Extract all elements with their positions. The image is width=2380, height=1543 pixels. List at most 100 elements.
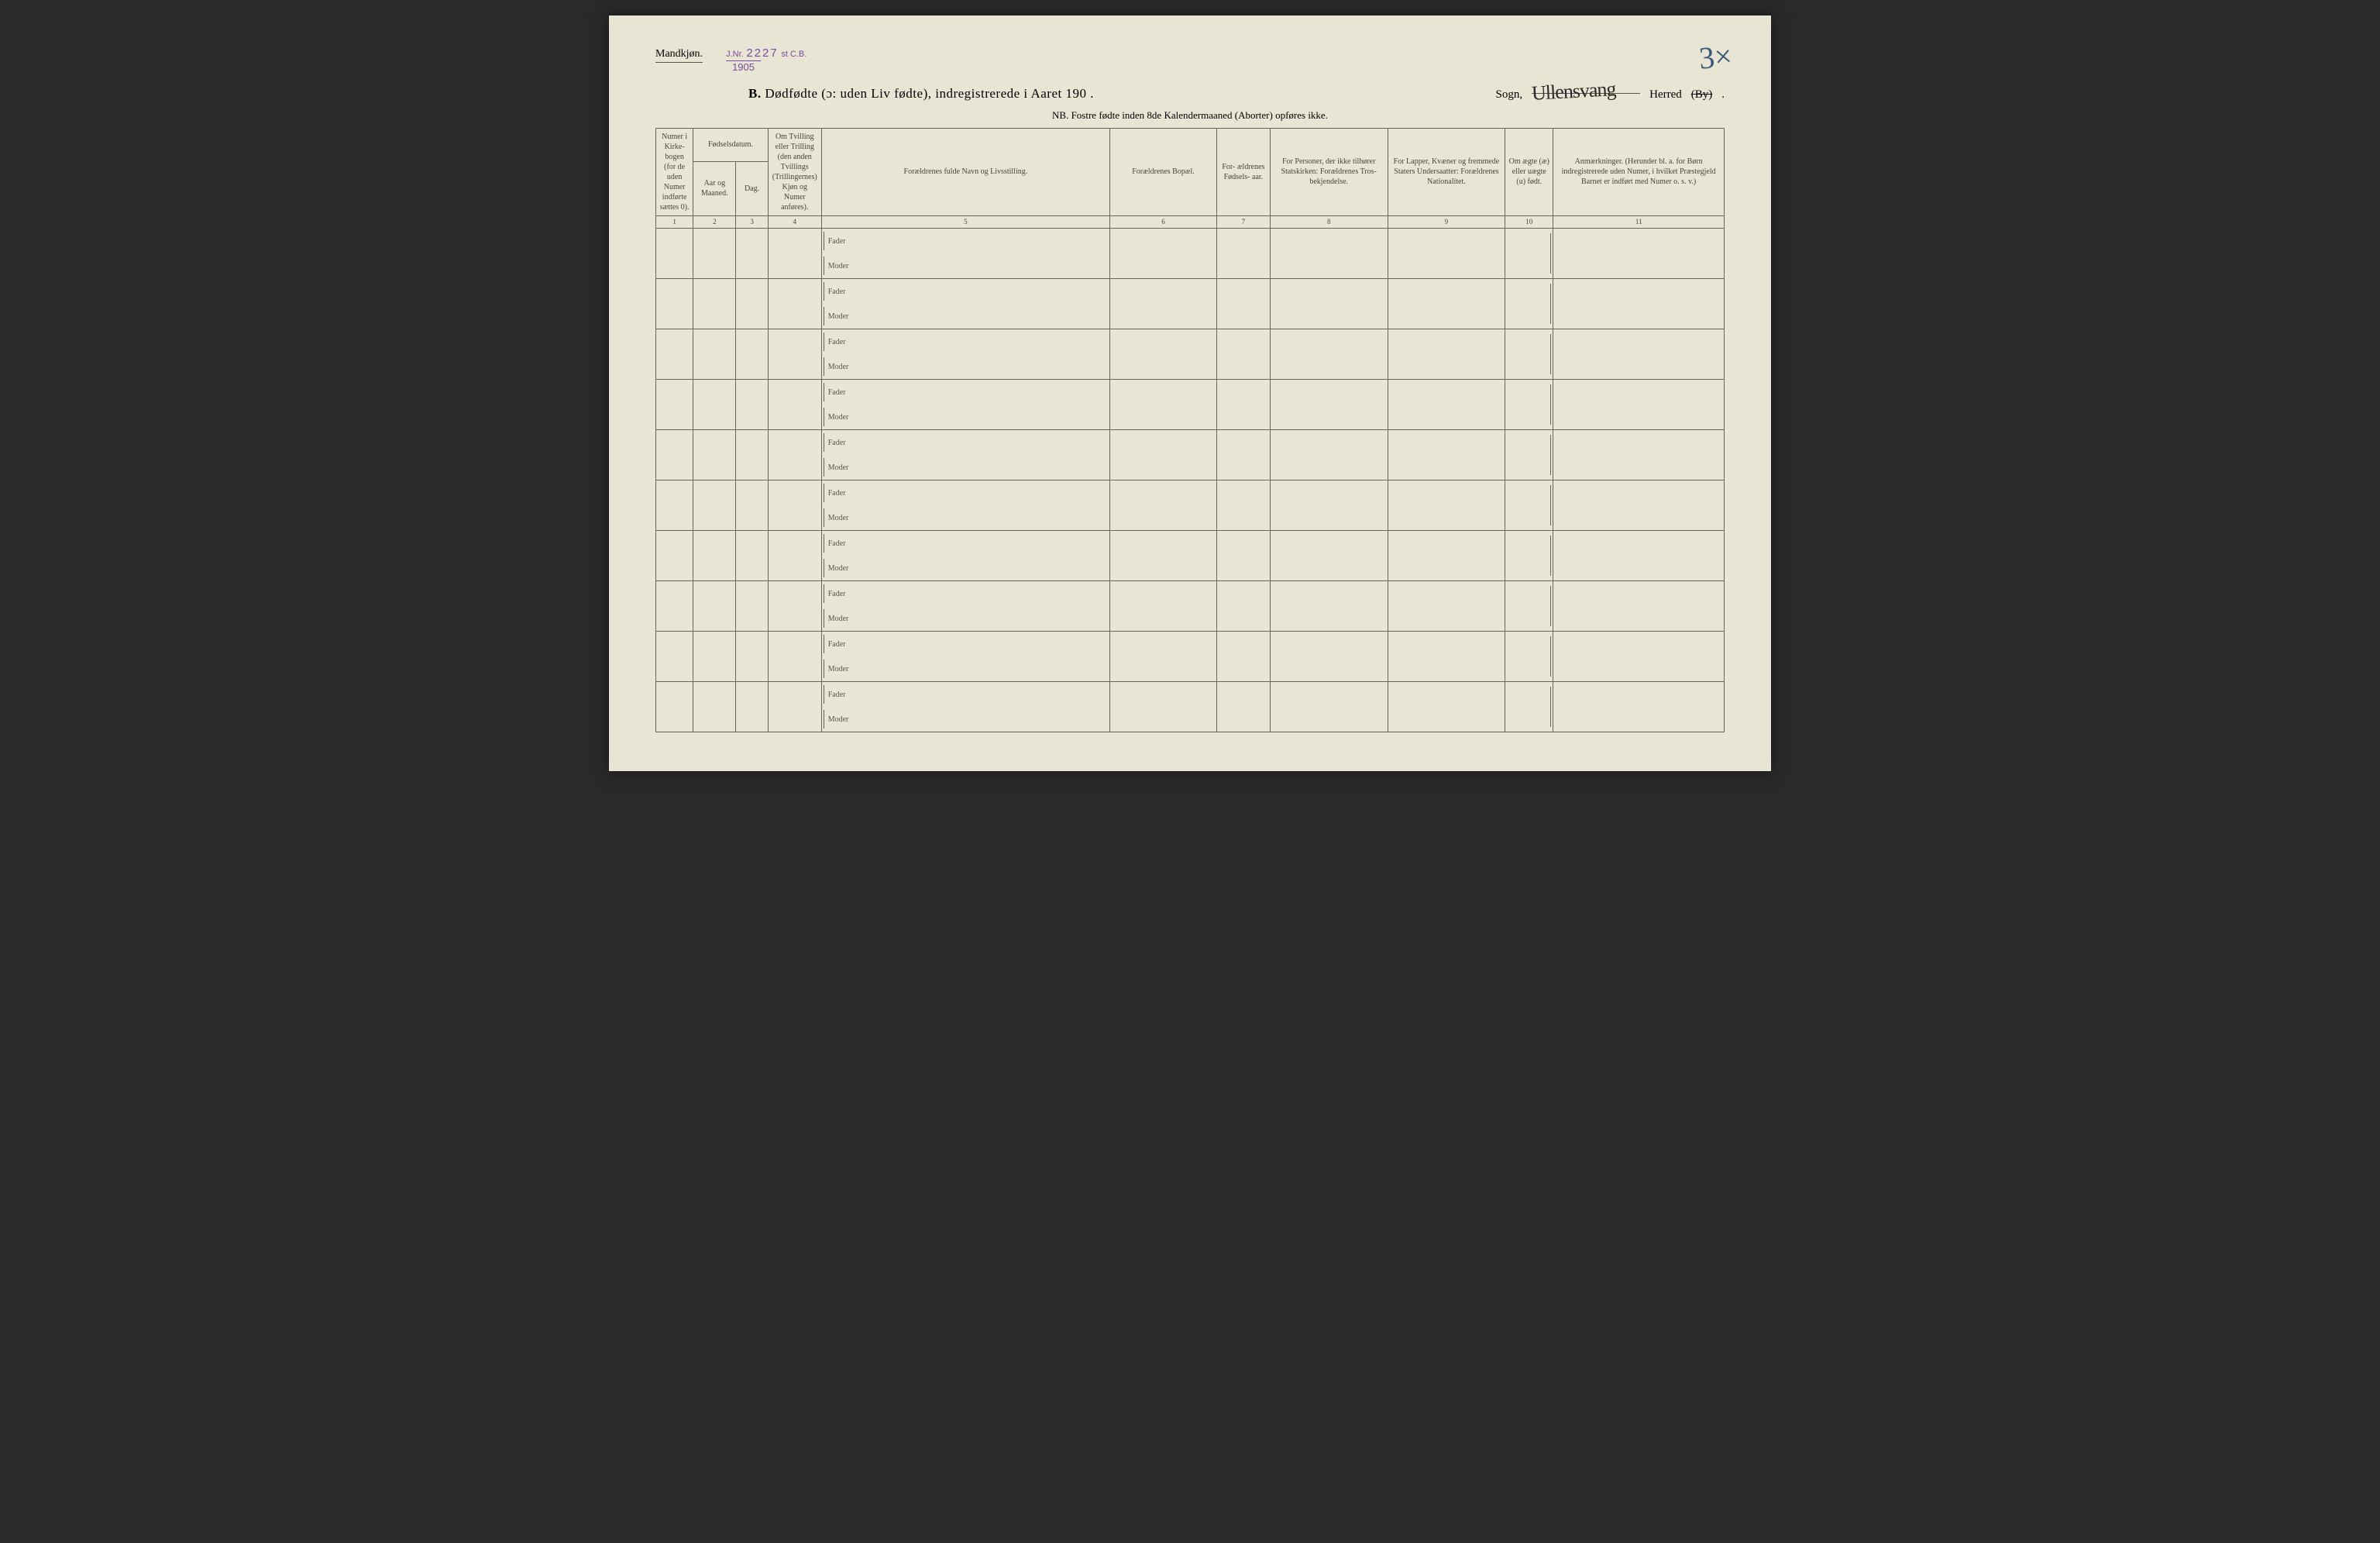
th-3: Dag.	[736, 162, 768, 215]
empty-cell	[656, 229, 693, 279]
parents-cell: FaderModer	[821, 632, 1109, 682]
empty-cell	[768, 480, 821, 531]
moder-label: Moder	[822, 707, 1109, 732]
remarks-cell	[1553, 329, 1725, 380]
fader-label: Fader	[822, 380, 1109, 405]
remarks-cell	[1553, 531, 1725, 581]
empty-cell	[1270, 229, 1388, 279]
cn-1: 1	[656, 215, 693, 229]
remarks-cell	[1553, 279, 1725, 329]
empty-cell	[1270, 329, 1388, 380]
th-6: Forældrenes Bopæl.	[1110, 128, 1217, 215]
empty-cell	[1110, 279, 1217, 329]
empty-cell	[693, 581, 736, 632]
empty-cell	[1270, 480, 1388, 531]
fader-label: Fader	[822, 329, 1109, 354]
cn-8: 8	[1270, 215, 1388, 229]
empty-cell	[1216, 480, 1270, 531]
moder-label: Moder	[822, 405, 1109, 429]
parents-cell: FaderModer	[821, 329, 1109, 380]
empty-cell	[1216, 632, 1270, 682]
cn-11: 11	[1553, 215, 1725, 229]
remarks-cell	[1553, 632, 1725, 682]
empty-cell	[736, 581, 768, 632]
fader-label: Fader	[822, 632, 1109, 656]
cn-5: 5	[821, 215, 1109, 229]
cn-2: 2	[693, 215, 736, 229]
register-table: Numer i Kirke- bogen (for de uden Numer …	[655, 128, 1725, 733]
top-line: Mandkjøn. J.Nr. 2227 st C.B. 1905	[655, 46, 1725, 74]
parents-cell: FaderModer	[821, 581, 1109, 632]
document-page: 3× Mandkjøn. J.Nr. 2227 st C.B. 1905 B. …	[609, 15, 1771, 771]
legitimacy-cell	[1505, 430, 1553, 480]
sogn-herred: Sogn, Ullensvang Herred (By).	[1496, 80, 1725, 102]
empty-cell	[693, 430, 736, 480]
table-head: Numer i Kirke- bogen (for de uden Numer …	[656, 128, 1725, 229]
header-row: B. Dødfødte (ɔ: uden Liv fødte), indregi…	[748, 80, 1725, 102]
fader-label: Fader	[822, 430, 1109, 455]
empty-cell	[693, 229, 736, 279]
empty-cell	[1216, 279, 1270, 329]
empty-cell	[656, 329, 693, 380]
empty-cell	[1110, 531, 1217, 581]
parents-cell: FaderModer	[821, 229, 1109, 279]
empty-cell	[693, 682, 736, 732]
empty-cell	[1270, 279, 1388, 329]
cn-9: 9	[1388, 215, 1505, 229]
empty-cell	[736, 229, 768, 279]
fader-label: Fader	[822, 229, 1109, 253]
table-row: FaderModer	[656, 430, 1725, 480]
table-row: FaderModer	[656, 380, 1725, 430]
empty-cell	[1216, 531, 1270, 581]
stamp-nr: J.Nr.	[726, 50, 744, 59]
fader-label: Fader	[822, 581, 1109, 606]
empty-cell	[693, 531, 736, 581]
corner-annotation: 3×	[1697, 37, 1733, 77]
empty-cell	[656, 480, 693, 531]
herred-label: Herred	[1649, 88, 1682, 102]
table-row: FaderModer	[656, 632, 1725, 682]
empty-cell	[1388, 279, 1505, 329]
empty-cell	[1388, 329, 1505, 380]
empty-cell	[736, 531, 768, 581]
empty-cell	[768, 430, 821, 480]
empty-cell	[693, 632, 736, 682]
cn-6: 6	[1110, 215, 1217, 229]
empty-cell	[1270, 531, 1388, 581]
empty-cell	[656, 632, 693, 682]
legitimacy-cell	[1505, 581, 1553, 632]
empty-cell	[1216, 229, 1270, 279]
remarks-cell	[1553, 229, 1725, 279]
empty-cell	[768, 279, 821, 329]
empty-cell	[1388, 531, 1505, 581]
parents-cell: FaderModer	[821, 480, 1109, 531]
th-10: Om ægte (æ) eller uægte (u) født.	[1505, 128, 1553, 215]
gender-label: Mandkjøn.	[655, 48, 703, 63]
moder-label: Moder	[822, 455, 1109, 480]
empty-cell	[736, 329, 768, 380]
legitimacy-cell	[1505, 279, 1553, 329]
empty-cell	[768, 531, 821, 581]
empty-cell	[1270, 430, 1388, 480]
empty-cell	[1270, 682, 1388, 732]
moder-label: Moder	[822, 556, 1109, 580]
empty-cell	[1216, 329, 1270, 380]
moder-label: Moder	[822, 606, 1109, 631]
remarks-cell	[1553, 430, 1725, 480]
stamp-year: 1905	[726, 60, 761, 74]
moder-label: Moder	[822, 354, 1109, 379]
parents-cell: FaderModer	[821, 682, 1109, 732]
moder-label: Moder	[822, 253, 1109, 278]
remarks-cell	[1553, 380, 1725, 430]
empty-cell	[736, 279, 768, 329]
legitimacy-cell	[1505, 480, 1553, 531]
table-body: FaderModerFaderModerFaderModerFaderModer…	[656, 229, 1725, 732]
empty-cell	[1110, 380, 1217, 430]
th-2: Aar og Maaned.	[693, 162, 736, 215]
empty-cell	[1388, 682, 1505, 732]
title-text: Dødfødte (ɔ: uden Liv fødte), indregistr…	[765, 86, 1086, 101]
empty-cell	[1216, 430, 1270, 480]
sogn-label: Sogn,	[1496, 88, 1523, 102]
legitimacy-cell	[1505, 632, 1553, 682]
empty-cell	[1270, 380, 1388, 430]
